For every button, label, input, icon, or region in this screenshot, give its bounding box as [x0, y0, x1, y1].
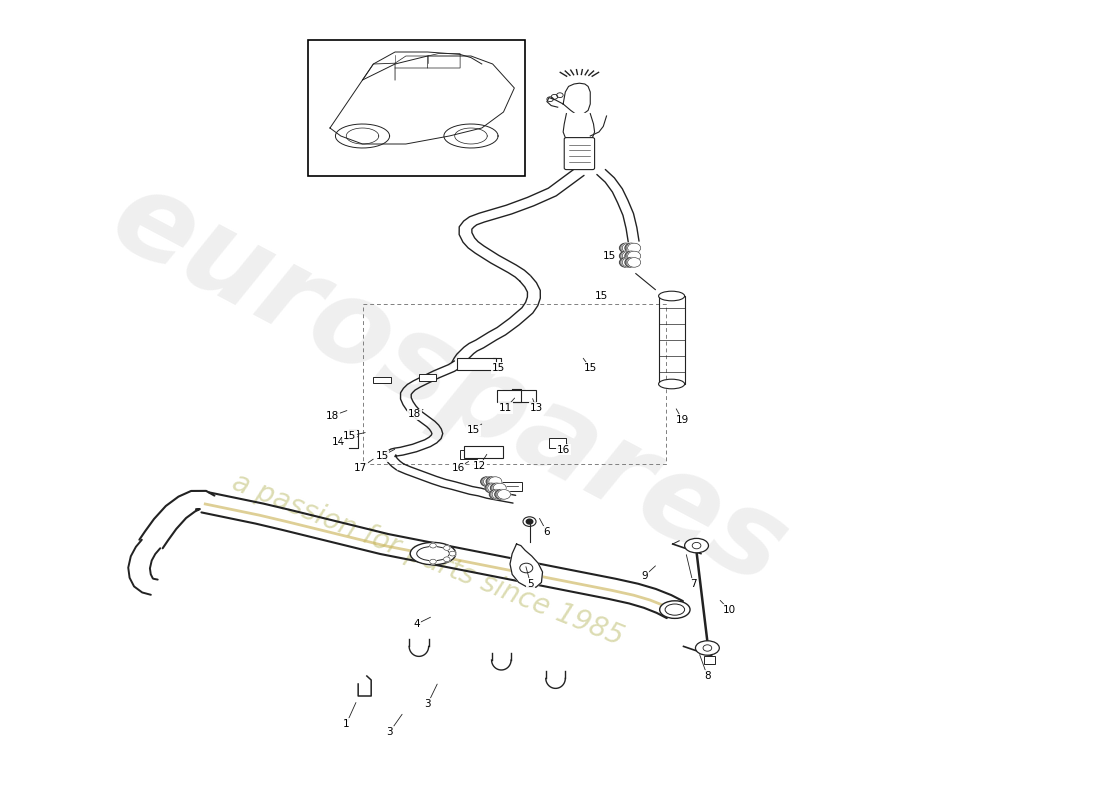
Text: eurospares: eurospares — [92, 158, 805, 610]
Bar — [419, 374, 437, 381]
Circle shape — [430, 559, 437, 564]
Text: 7: 7 — [690, 579, 696, 589]
Bar — [460, 450, 477, 459]
Circle shape — [430, 543, 437, 548]
Polygon shape — [510, 544, 542, 587]
Ellipse shape — [417, 546, 449, 561]
Text: 15: 15 — [466, 426, 480, 435]
Circle shape — [490, 490, 503, 499]
Circle shape — [495, 490, 508, 499]
Circle shape — [623, 243, 636, 253]
Text: 17: 17 — [354, 463, 367, 473]
Ellipse shape — [684, 538, 708, 553]
Text: 19: 19 — [675, 415, 689, 425]
Circle shape — [443, 546, 450, 550]
Text: 18: 18 — [326, 411, 339, 421]
Polygon shape — [563, 83, 591, 114]
Text: 3: 3 — [425, 699, 431, 709]
Circle shape — [623, 258, 636, 267]
Ellipse shape — [660, 601, 690, 618]
Text: 18: 18 — [408, 410, 421, 419]
Circle shape — [526, 519, 532, 524]
Bar — [363, 304, 667, 464]
Text: 6: 6 — [543, 527, 550, 537]
Circle shape — [625, 258, 638, 267]
Circle shape — [628, 258, 640, 267]
Circle shape — [628, 243, 640, 253]
Circle shape — [486, 477, 499, 486]
Bar — [497, 390, 536, 402]
Ellipse shape — [659, 379, 684, 389]
Text: 15: 15 — [492, 363, 505, 373]
Circle shape — [625, 251, 638, 261]
Circle shape — [487, 483, 500, 493]
Bar — [456, 358, 496, 370]
Circle shape — [493, 483, 506, 493]
Text: 15: 15 — [594, 291, 607, 301]
Text: 12: 12 — [473, 461, 486, 470]
Text: 15: 15 — [584, 363, 597, 373]
Text: a passion for parts since 1985: a passion for parts since 1985 — [228, 469, 627, 651]
Text: 11: 11 — [499, 403, 513, 413]
Polygon shape — [563, 114, 595, 142]
Ellipse shape — [410, 542, 455, 565]
Bar — [704, 656, 715, 664]
Text: 5: 5 — [527, 579, 534, 589]
Text: 15: 15 — [375, 451, 388, 461]
Text: 4: 4 — [414, 619, 420, 629]
Circle shape — [485, 483, 498, 493]
Text: 15: 15 — [603, 251, 616, 261]
Bar — [496, 482, 521, 491]
Circle shape — [483, 477, 496, 486]
Bar — [464, 446, 504, 458]
Text: 16: 16 — [557, 445, 570, 454]
Circle shape — [497, 490, 510, 499]
Text: 8: 8 — [704, 671, 711, 681]
Circle shape — [623, 251, 636, 261]
Circle shape — [619, 243, 632, 253]
Circle shape — [619, 258, 632, 267]
Circle shape — [619, 251, 632, 261]
Circle shape — [491, 483, 504, 493]
FancyBboxPatch shape — [564, 138, 595, 170]
Circle shape — [492, 490, 505, 499]
Text: 16: 16 — [451, 463, 464, 473]
Ellipse shape — [659, 291, 684, 301]
Circle shape — [625, 243, 638, 253]
Text: 13: 13 — [529, 403, 542, 413]
Bar — [549, 438, 566, 448]
Circle shape — [443, 557, 450, 562]
Circle shape — [449, 551, 455, 556]
Text: 15: 15 — [343, 431, 356, 441]
Text: 9: 9 — [641, 571, 648, 581]
Text: 1: 1 — [343, 719, 350, 729]
Text: 14: 14 — [332, 437, 345, 446]
Circle shape — [481, 477, 494, 486]
Ellipse shape — [666, 604, 684, 615]
Ellipse shape — [695, 641, 719, 655]
Circle shape — [628, 251, 640, 261]
Bar — [308, 40, 525, 176]
Text: 3: 3 — [386, 727, 393, 737]
Circle shape — [488, 477, 502, 486]
Text: 10: 10 — [723, 605, 736, 614]
Bar — [373, 377, 390, 383]
